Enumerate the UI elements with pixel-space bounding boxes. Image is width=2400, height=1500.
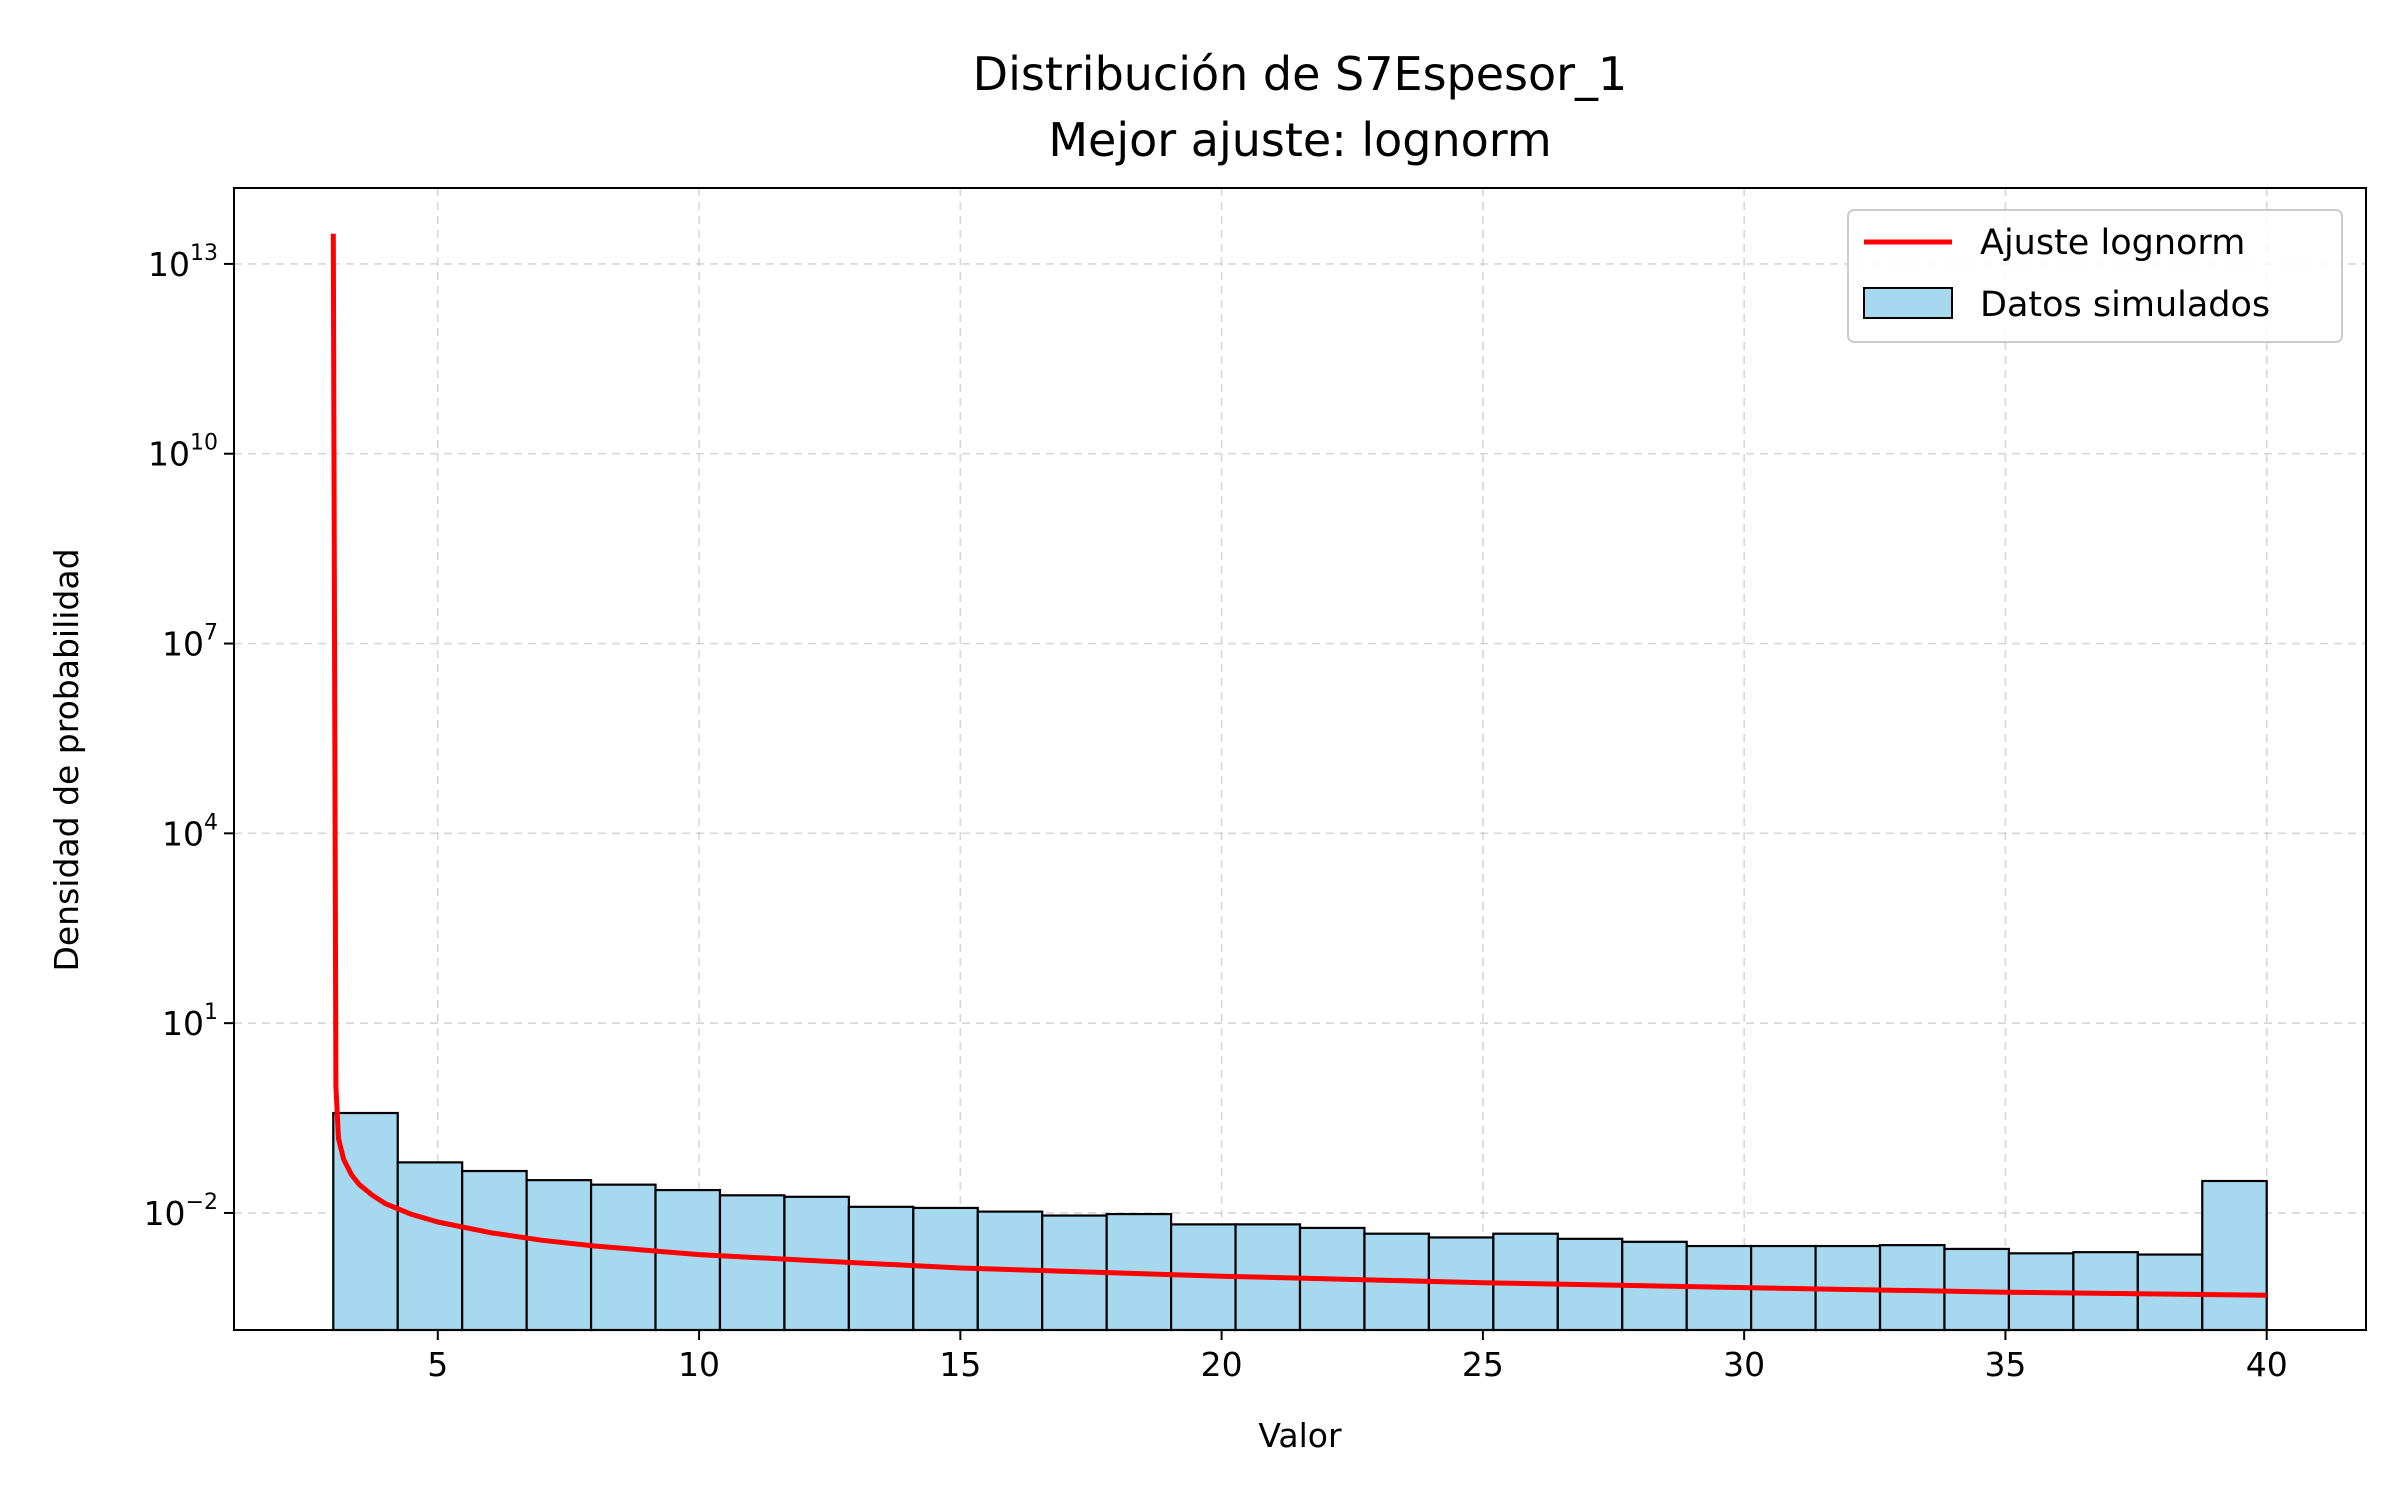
x-tick-label: 40	[2246, 1345, 2288, 1384]
x-tick-label: 10	[678, 1345, 720, 1384]
chart-subtitle: Mejor ajuste: lognorm	[1048, 113, 1551, 167]
y-axis-ticks: 1013 1010 107 104 101 10−2	[144, 241, 234, 1233]
histogram-bar	[589, 1183, 657, 1332]
histogram-bar	[461, 1169, 528, 1332]
x-tick-label: 20	[1201, 1345, 1243, 1384]
y-tick-label: 1010	[148, 431, 218, 474]
legend-label-fit: Ajuste lognorm	[1980, 223, 2245, 263]
chart-title: Distribución de S7Espesor_1	[973, 47, 1628, 101]
x-tick-label: 15	[939, 1345, 981, 1384]
histogram-bar	[718, 1194, 786, 1332]
legend-box	[1847, 209, 2343, 343]
y-axis-label: Densidad de probabilidad	[47, 548, 86, 971]
fit-curve	[330, 233, 2267, 1298]
y-tick-label: 10−2	[144, 1190, 218, 1233]
x-tick-label: 35	[1984, 1345, 2026, 1384]
histogram-bar	[396, 1161, 464, 1332]
legend: Ajuste lognorm Datos simulados	[1847, 209, 2343, 343]
x-tick-label: 5	[427, 1345, 448, 1384]
y-tick-label: 1013	[148, 241, 218, 284]
x-axis-label: Valor	[1258, 1416, 1342, 1455]
histogram-bar	[525, 1179, 593, 1332]
histogram-bar	[1878, 1244, 1946, 1332]
x-axis-ticks: 5 10 15 20 25 30 35 40	[427, 1330, 2288, 1384]
x-tick-label: 25	[1462, 1345, 1504, 1384]
y-tick-label: 104	[162, 810, 218, 853]
y-tick-label: 107	[162, 621, 218, 664]
x-tick-label: 30	[1723, 1345, 1765, 1384]
histogram-bar	[847, 1205, 915, 1332]
histogram-bar	[332, 1111, 399, 1332]
y-tick-label: 101	[162, 1000, 218, 1043]
legend-label-data: Datos simulados	[1980, 285, 2270, 325]
plot-frame	[233, 187, 2367, 1331]
legend-bar-swatch	[1863, 287, 1953, 319]
histogram-bar	[654, 1188, 722, 1332]
fit-curve-layer	[330, 233, 2267, 1298]
histogram-bar	[2201, 1179, 2268, 1332]
